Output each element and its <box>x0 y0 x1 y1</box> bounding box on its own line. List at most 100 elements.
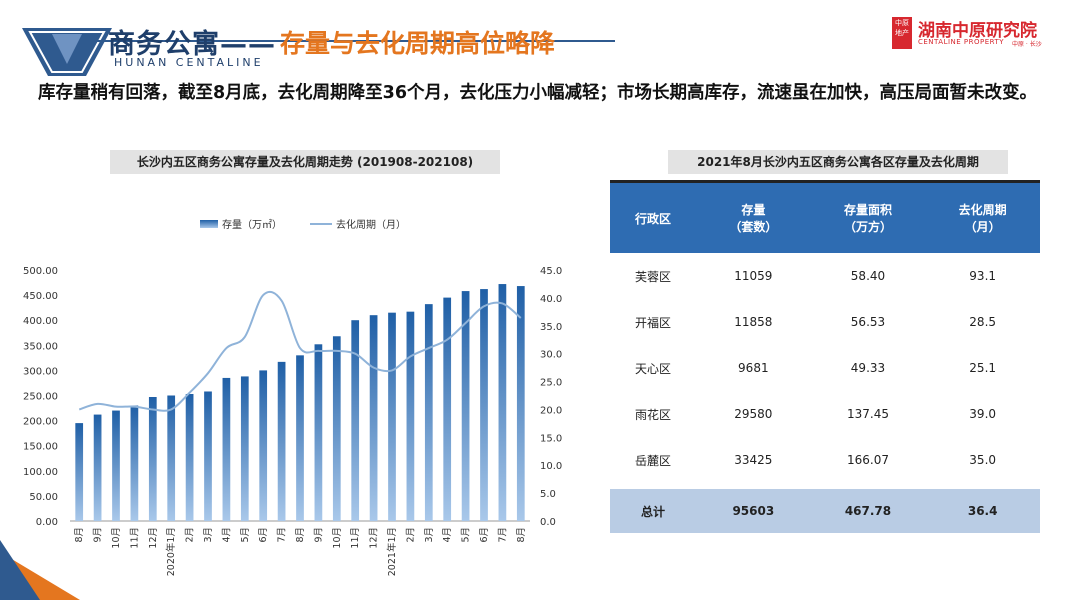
bar <box>148 397 157 521</box>
x-tick-label: 2月 <box>405 527 416 543</box>
table-cell: 56.53 <box>850 315 886 329</box>
x-tick-label: 8月 <box>295 527 306 543</box>
y-right-tick-label: 35.0 <box>540 322 562 333</box>
x-tick-label: 5月 <box>240 527 251 543</box>
y-left-tick-label: 150.00 <box>23 442 58 453</box>
x-tick-label: 8月 <box>74 527 85 543</box>
table-header-cell: 行政区 <box>610 180 696 253</box>
bar <box>93 414 102 521</box>
bar <box>185 393 194 521</box>
x-tick-label: 7月 <box>497 527 508 543</box>
x-tick-label: 10月 <box>111 527 122 549</box>
bar <box>130 405 139 521</box>
table-header-cell: 去化周期 （月） <box>925 180 1040 253</box>
inventory-chart: 存量（万㎡） 去化周期（月） 0.00 50.00 100.00 150.00 200.00… <box>23 218 562 576</box>
table-cell: 开福区 <box>634 315 671 330</box>
table-header-cell: 存量面积 （万方） <box>810 180 926 253</box>
x-tick-label: 6月 <box>479 527 490 543</box>
y-left-tick-label: 450.00 <box>23 291 58 302</box>
bar <box>461 291 470 521</box>
y-right-tick-label: 40.0 <box>540 294 562 305</box>
y-left-tick-label: 50.00 <box>29 492 58 503</box>
x-tick-label: 2020年1月 <box>165 527 177 576</box>
y-left-tick-label: 100.00 <box>23 467 58 478</box>
x-tick-label: 10月 <box>332 527 343 549</box>
page-title-en: HUNAN CENTALINE <box>114 56 264 69</box>
brand-logo-sub: 中原 · 长沙 <box>1012 41 1042 48</box>
table-header-row: 行政区 存量 （套数） 存量面积 （万方） 去化周期 （月） <box>610 180 1040 253</box>
bar <box>424 304 433 521</box>
chart-caption: 长沙内五区商务公寓存量及去化周期走势 (201908-202108) <box>110 150 500 174</box>
bar <box>480 289 488 521</box>
y-right-tick-label: 5.0 <box>540 489 556 500</box>
x-tick-label: 5月 <box>461 527 472 543</box>
table-total-row: 总计 95603 467.78 36.4 <box>610 489 1040 533</box>
bar <box>277 361 286 521</box>
table-cell: 58.40 <box>850 269 886 283</box>
table-cell: 11858 <box>734 315 773 329</box>
brand-logo-mark: 中原地产 <box>892 17 912 49</box>
table-cell: 39.0 <box>969 407 997 421</box>
y-right-tick-label: 45.0 <box>540 266 562 277</box>
header-underline <box>95 40 615 42</box>
bar <box>112 410 120 521</box>
table-cell: 33425 <box>734 453 773 467</box>
x-tick-label: 3月 <box>203 527 214 543</box>
cycle-line <box>78 290 522 412</box>
table-cell: 49.33 <box>850 361 886 375</box>
y-left-tick-label: 500.00 <box>23 266 58 277</box>
table-cell: 29580 <box>734 407 773 421</box>
bar <box>498 284 507 521</box>
x-tick-label: 9月 <box>313 527 324 543</box>
bar <box>351 320 360 521</box>
y-right-tick-label: 20.0 <box>540 405 562 416</box>
bar <box>259 370 268 521</box>
table-caption: 2021年8月长沙内五区商务公寓各区存量及去化周期 <box>668 150 1008 174</box>
legend-swatch-bars <box>200 220 218 228</box>
table-row: 芙蓉区 11059 58.40 93.1 <box>610 253 1040 299</box>
table-cell: 35.0 <box>969 453 997 467</box>
x-tick-label: 11月 <box>129 527 140 549</box>
table-cell: 芙蓉区 <box>634 269 671 284</box>
bar <box>222 377 231 521</box>
table-cell: 11059 <box>734 269 773 283</box>
y-left-tick-label: 0.00 <box>36 517 58 528</box>
y-right-tick-label: 30.0 <box>540 350 562 361</box>
bar <box>296 355 304 521</box>
y-left-tick-label: 400.00 <box>23 316 58 327</box>
table-header-cell: 存量 （套数） <box>696 180 811 253</box>
y-left-tick-label: 350.00 <box>23 341 58 352</box>
x-tick-label: 9月 <box>93 527 104 543</box>
y-left-tick-label: 300.00 <box>23 366 58 377</box>
bar <box>406 311 415 521</box>
table-cell: 25.1 <box>969 361 997 375</box>
header-chevron-graphic <box>22 28 112 76</box>
table-total-cell: 95603 <box>696 489 811 533</box>
intro-paragraph: 库存量稍有回落，截至8月底，去化周期降至36个月，去化压力小幅减轻；市场长期高库… <box>38 83 1038 103</box>
table-total-cell: 36.4 <box>925 489 1040 533</box>
bar <box>204 391 212 521</box>
x-tick-label: 8月 <box>516 527 527 543</box>
corner-decoration <box>0 540 80 600</box>
table-cell: 岳麓区 <box>634 453 671 468</box>
table-total-cell: 467.78 <box>810 489 926 533</box>
table-cell: 雨花区 <box>634 407 671 422</box>
y-right-tick-label: 0.0 <box>540 517 556 528</box>
x-tick-label: 6月 <box>258 527 269 543</box>
table-cell: 天心区 <box>634 361 671 376</box>
x-tick-label: 4月 <box>221 527 232 543</box>
x-tick-label: 11月 <box>350 527 361 549</box>
bar <box>516 286 525 521</box>
y-right-tick-label: 15.0 <box>540 433 562 444</box>
bar <box>332 336 341 521</box>
y-right-tick-label: 10.0 <box>540 461 562 472</box>
x-tick-label: 12月 <box>369 527 380 549</box>
table-cell: 137.45 <box>846 407 889 421</box>
bar <box>75 423 84 521</box>
x-tick-label: 7月 <box>277 527 288 543</box>
page-title-sub: 存量与去化周期高位略降 <box>280 29 556 58</box>
bar <box>369 315 378 521</box>
bar <box>314 344 323 521</box>
bar <box>240 376 249 521</box>
table-row: 岳麓区 33425 166.07 35.0 <box>610 437 1040 483</box>
